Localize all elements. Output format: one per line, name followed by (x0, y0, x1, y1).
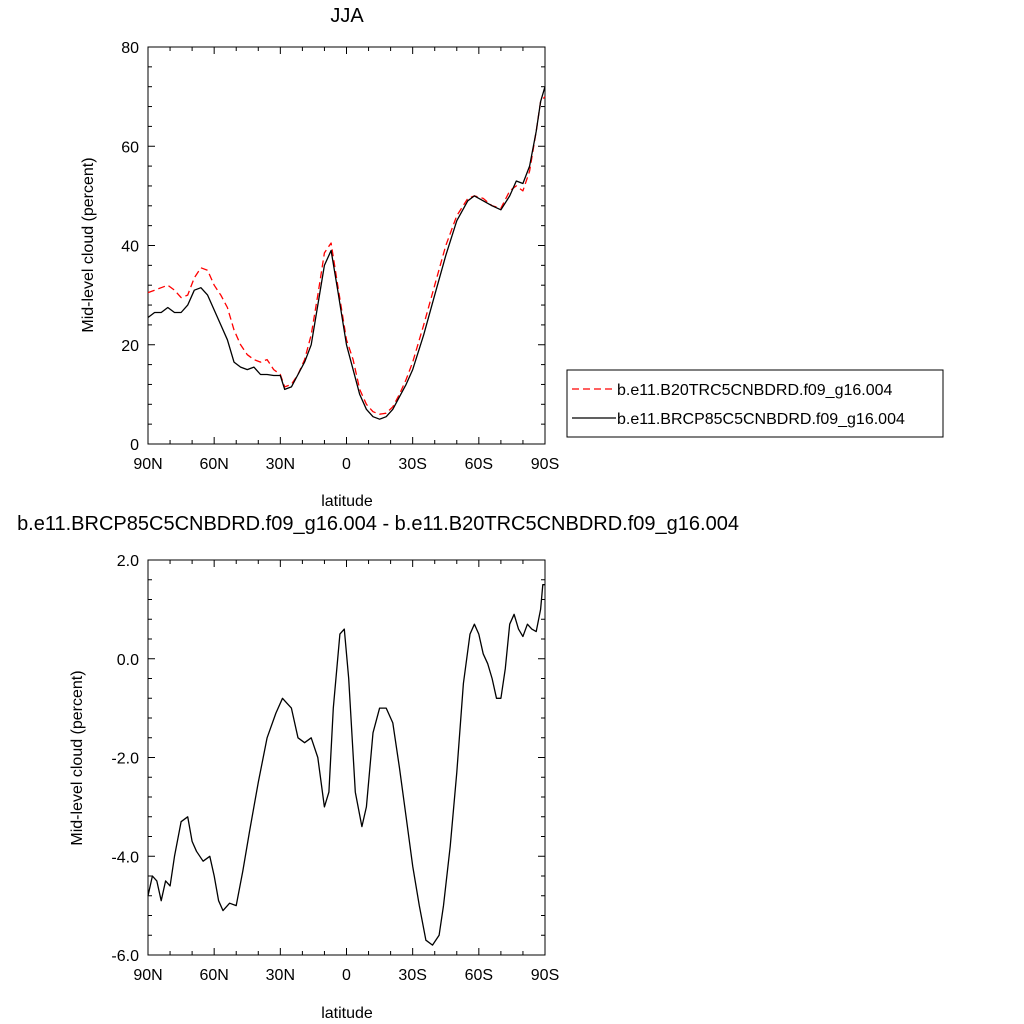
top-plot-frame (147, 46, 546, 445)
top-x-tick-label: 0 (342, 456, 351, 473)
bottom-x-axis-label: latitude (321, 1005, 373, 1022)
bottom-y-tick-label: -4.0 (111, 849, 139, 866)
bottom-x-tick-label: 30N (266, 967, 295, 984)
legend-label-series-2: b.e11.BRCP85C5CNBDRD.f09_g16.004 (617, 411, 905, 428)
bottom-y-axis-label: Mid-level cloud (percent) (69, 670, 86, 845)
top-x-axis-label: latitude (321, 493, 373, 510)
bottom-x-tick-label: 30S (398, 967, 426, 984)
bottom-y-tick-label: 2.0 (117, 553, 139, 570)
top-y-tick-label: 80 (121, 40, 139, 57)
top-x-tick-label: 90S (531, 456, 559, 473)
top-y-tick-label: 40 (121, 239, 139, 256)
bottom-series-line-1 (147, 584, 545, 946)
bottom-y-tick-label: -2.0 (111, 751, 139, 768)
top-x-tick-label: 90N (133, 456, 162, 473)
top-series-line-1 (147, 96, 546, 415)
top-series-line-2 (147, 86, 546, 420)
bottom-plot-area: 90N 60N 30N 0 30S 60S 90S -6.0 -4.0 -2.0 0.0 2.0 (111, 553, 559, 984)
top-y-axis-label: Mid-level cloud (percent) (80, 157, 97, 332)
bottom-x-tick-label: 90N (133, 967, 162, 984)
bottom-y-tick-label: -6.0 (111, 948, 139, 965)
legend-label-series-1: b.e11.B20TRC5CNBDRD.f09_g16.004 (617, 382, 893, 399)
top-y-tick-label: 0 (130, 437, 139, 454)
bottom-x-tick-label: 60S (465, 967, 493, 984)
top-plot-area: 90N 60N 30N 0 30S 60S 90S 0 20 40 60 80 (121, 40, 559, 473)
top-y-tick-label: 60 (121, 139, 139, 156)
legend-box (566, 369, 944, 438)
top-x-tick-label: 60S (465, 456, 493, 473)
top-chart-title: JJA (330, 5, 364, 27)
bottom-x-tick-label: 0 (342, 967, 351, 984)
bottom-chart-title: b.e11.BRCP85C5CNBDRD.f09_g16.004 - b.e11… (17, 513, 739, 535)
legend: b.e11.B20TRC5CNBDRD.f09_g16.004 b.e11.BR… (566, 369, 944, 438)
top-y-tick-label: 20 (121, 338, 139, 355)
top-x-tick-label: 30N (266, 456, 295, 473)
bottom-x-tick-label: 60N (199, 967, 228, 984)
top-x-tick-label: 60N (199, 456, 228, 473)
bottom-x-tick-label: 90S (531, 967, 559, 984)
bottom-plot-frame (147, 559, 546, 956)
bottom-y-tick-label: 0.0 (117, 652, 139, 669)
top-x-tick-label: 30S (398, 456, 426, 473)
